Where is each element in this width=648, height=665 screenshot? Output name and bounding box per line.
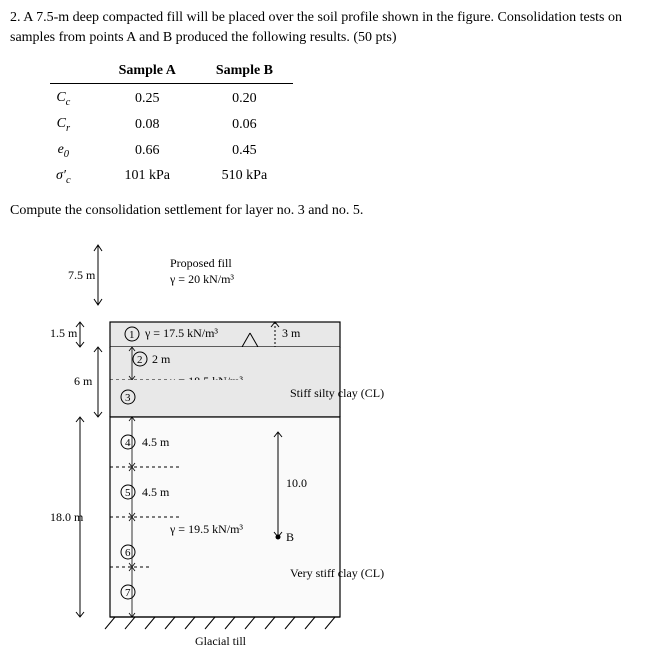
cell: 0.45 [196,138,293,164]
verystiff-h: 18.0 m [50,510,84,524]
fill-title: Proposed fill [170,256,232,270]
layer1-gamma: γ = 17.5 kN/m³ [144,326,218,340]
problem-statement: 2. A 7.5-m deep compacted fill will be p… [10,8,638,47]
stiff-h: 6 m [74,374,93,388]
row-label: σ′ [56,168,66,183]
cell: 0.20 [196,84,293,112]
right-dim: 10.0 [286,476,307,490]
table-row: σ′c 101 kPa 510 kPa [50,164,293,190]
row-sub: 0 [64,149,69,160]
table-row: e0 0.66 0.45 [50,138,293,164]
layer4-h: 4.5 m [142,435,170,449]
stiff-label: Stiff silty clay (CL) [290,386,384,400]
cell: 0.08 [99,112,196,138]
th-sample-a: Sample A [99,59,196,84]
layer2-num: 2 [137,354,143,366]
wt-depth: 3 m [282,326,301,340]
layer5-num: 5 [125,487,131,499]
cell: 0.66 [99,138,196,164]
cell: 0.06 [196,112,293,138]
layer1-num: 1 [129,329,135,341]
row-label: C [57,116,66,131]
th-sample-b: Sample B [196,59,293,84]
layer2-h: 2 m [152,352,171,366]
glacial-till: Glacial till [195,634,247,648]
instruction: Compute the consolidation settlement for… [10,203,638,219]
fill-height: 7.5 m [68,268,96,282]
cell: 510 kPa [196,164,293,190]
point-b: B [286,530,294,544]
layer4-num: 4 [125,437,131,449]
row-sub: c [66,97,71,108]
verystiff-label: Very stiff clay (CL) [290,566,384,580]
problem-number: 2. [10,10,21,25]
layer6-num: 6 [125,547,131,559]
layer1-h: 1.5 m [50,326,78,340]
table-row: Cr 0.08 0.06 [50,112,293,138]
fill-gamma: γ = 20 kN/m³ [169,272,234,286]
row-sub: c [66,174,71,185]
table-row: Cc 0.25 0.20 [50,84,293,112]
soil-profile-figure: 7.5 m Proposed fill γ = 20 kN/m³ 1.5 m 1… [50,237,470,657]
layer5-h: 4.5 m [142,485,170,499]
layer7-num: 7 [125,587,131,599]
layer3-num: 3 [125,392,131,404]
row-label: C [56,90,65,105]
th-blank [50,59,99,84]
verystiff-gamma: γ = 19.5 kN/m³ [169,522,243,536]
sample-table: Sample A Sample B Cc 0.25 0.20 Cr 0.08 0… [50,59,638,189]
cell: 101 kPa [99,164,196,190]
problem-line1: A 7.5-m deep compacted fill will be plac… [23,10,494,25]
row-sub: r [66,123,70,134]
cell: 0.25 [99,84,196,112]
